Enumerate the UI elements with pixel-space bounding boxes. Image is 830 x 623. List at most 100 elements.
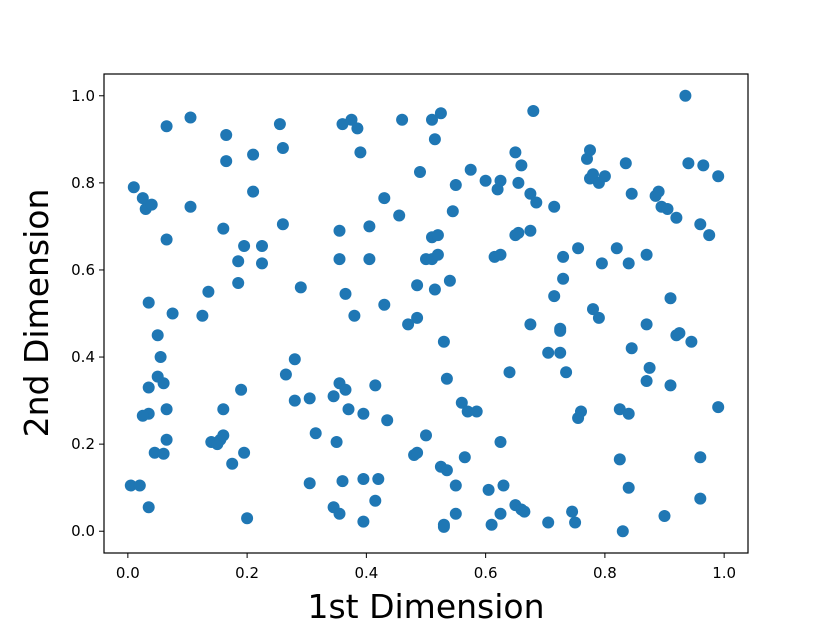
data-point [560, 366, 573, 379]
x-tick-label: 1.0 [712, 564, 736, 582]
data-point [449, 507, 462, 520]
x-axis-ticks: 0.0 0.2 0.4 0.6 0.8 1.0 [116, 553, 736, 582]
data-point [548, 290, 561, 303]
data-point [220, 129, 233, 141]
data-point [431, 229, 444, 242]
data-point [238, 446, 251, 459]
data-point [640, 375, 653, 387]
data-point [598, 170, 611, 183]
data-point [461, 405, 474, 418]
data-point [226, 457, 239, 470]
data-point [160, 433, 173, 446]
data-point [652, 185, 665, 198]
data-point [148, 446, 161, 459]
data-point [524, 318, 537, 331]
data-point [303, 477, 316, 490]
data-point [515, 159, 528, 172]
data-point [327, 390, 340, 403]
data-point [428, 133, 441, 146]
data-point [309, 427, 322, 440]
data-point [336, 475, 349, 488]
data-point [685, 335, 698, 348]
data-point [625, 187, 638, 200]
data-point [288, 353, 301, 366]
data-point [136, 192, 149, 205]
data-point [428, 283, 441, 296]
data-point [557, 250, 570, 263]
data-point [503, 366, 516, 379]
data-point [414, 166, 426, 178]
data-point [420, 429, 432, 442]
data-point [333, 224, 346, 237]
data-point [682, 157, 695, 170]
data-point [509, 146, 522, 159]
data-point [542, 346, 555, 359]
data-point [381, 414, 394, 427]
data-point [542, 516, 555, 529]
x-tick-label: 0.6 [474, 564, 498, 582]
data-point [664, 292, 677, 305]
data-point [587, 303, 599, 316]
data-point [133, 479, 146, 492]
data-point [124, 479, 137, 492]
data-point [518, 505, 531, 518]
data-point [378, 192, 391, 205]
data-point [622, 257, 635, 270]
data-point [437, 520, 450, 533]
data-point [640, 248, 653, 261]
data-point [431, 248, 444, 261]
data-point [485, 518, 498, 531]
data-point [247, 185, 260, 198]
data-point [369, 494, 382, 507]
data-point [643, 361, 656, 374]
data-point [232, 277, 245, 289]
data-point [402, 318, 415, 331]
data-point [369, 379, 382, 392]
data-point [339, 383, 352, 396]
data-point [440, 372, 453, 385]
data-point [357, 407, 370, 420]
data-point [479, 174, 492, 187]
data-point [572, 242, 585, 255]
data-point [446, 205, 459, 218]
data-point [694, 451, 707, 464]
data-point [217, 429, 230, 442]
data-point [512, 176, 525, 189]
data-point [235, 383, 248, 396]
y-tick-label: 0.0 [71, 522, 95, 540]
data-point [548, 200, 561, 213]
data-point [619, 157, 632, 170]
data-point [396, 113, 409, 126]
data-point [712, 401, 725, 414]
data-point [276, 142, 289, 154]
data-point [279, 368, 292, 381]
data-point [494, 507, 507, 520]
data-point [566, 505, 579, 518]
data-point [342, 403, 355, 416]
data-point [166, 307, 179, 320]
data-point [443, 274, 456, 287]
data-point [330, 436, 343, 448]
data-point [569, 516, 582, 529]
data-point [303, 392, 316, 405]
y-axis-label: 2nd Dimension [17, 189, 56, 438]
data-point [527, 105, 540, 117]
data-point [664, 379, 677, 392]
plot-frame [103, 73, 749, 554]
data-point [524, 187, 537, 200]
data-point [434, 107, 447, 120]
data-point [345, 113, 358, 126]
data-point [351, 122, 364, 135]
data-point [378, 298, 391, 311]
y-tick-label: 0.4 [71, 348, 95, 366]
data-point [202, 285, 215, 298]
data-point [336, 118, 349, 131]
y-tick-label: 0.8 [71, 174, 95, 192]
data-point [184, 200, 197, 213]
data-point [348, 309, 361, 322]
data-point [288, 394, 301, 407]
data-point [333, 253, 346, 266]
data-point [276, 218, 289, 231]
data-point [333, 507, 346, 520]
data-point [157, 447, 170, 460]
